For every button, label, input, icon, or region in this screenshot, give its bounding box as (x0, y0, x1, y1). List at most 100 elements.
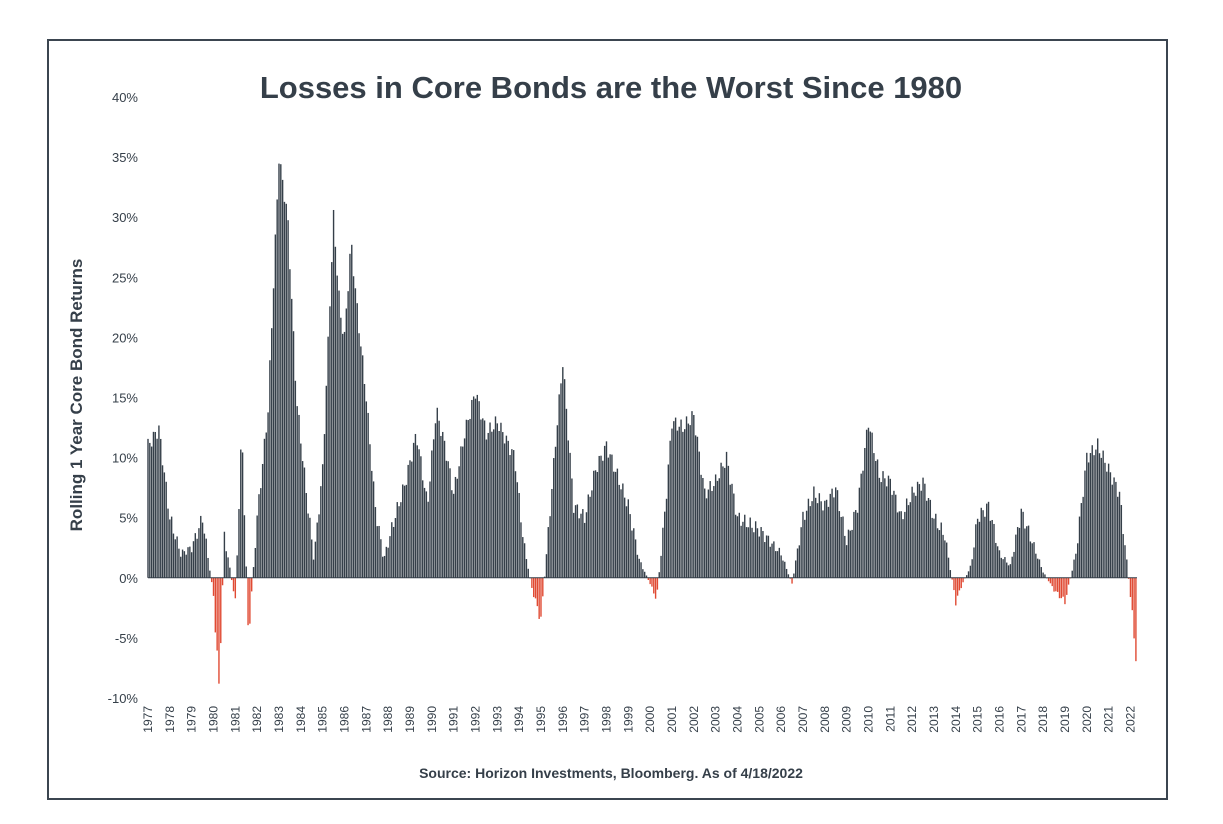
bar-negative (960, 577, 962, 589)
x-tick-label: 1994 (512, 706, 526, 733)
x-tick-label: 2012 (905, 706, 919, 733)
bar-positive (209, 570, 211, 578)
x-tick-label: 1993 (490, 706, 504, 733)
bar-positive (984, 516, 986, 578)
bar-positive (321, 464, 324, 578)
bar-negative (536, 577, 539, 607)
bar-positive (338, 290, 340, 578)
x-tick-label: 1987 (359, 706, 373, 733)
bar-positive (440, 435, 442, 578)
bar-positive (1018, 527, 1021, 578)
x-tick-label: 1996 (556, 706, 570, 733)
bar-positive (223, 531, 226, 578)
bar-positive (1120, 505, 1123, 578)
bar-positive (862, 470, 864, 578)
bar-positive (733, 493, 735, 578)
x-tick-label: 2004 (730, 706, 744, 733)
bar-positive (361, 355, 364, 578)
bar-positive (485, 439, 488, 578)
bar-negative (791, 577, 793, 584)
bar-positive (152, 431, 155, 578)
bar-positive (975, 524, 977, 578)
x-tick-label: 2013 (927, 706, 941, 733)
bar-positive (1076, 543, 1079, 578)
x-tick-label: 2008 (818, 706, 832, 733)
x-tick-label: 1981 (228, 706, 242, 733)
chart-frame (47, 39, 1168, 800)
bar-positive (640, 562, 642, 578)
bar-positive (165, 481, 167, 578)
y-tick-label: 35% (112, 150, 138, 165)
bar-positive (271, 328, 273, 578)
bar-positive (818, 493, 821, 578)
bar-positive (425, 491, 428, 578)
bar-positive (853, 511, 855, 578)
bar-positive (578, 518, 580, 578)
bar-positive (489, 422, 491, 578)
bar-positive (187, 547, 189, 578)
bar-positive (705, 498, 708, 578)
bar-positive (442, 431, 444, 578)
bar-positive (1040, 567, 1042, 578)
bar-positive (918, 484, 921, 578)
bar-positive (891, 494, 893, 578)
bar-positive (1080, 503, 1083, 578)
bar-positive (636, 554, 639, 578)
bar-positive (400, 502, 402, 578)
bar-positive (622, 483, 624, 578)
bar-negative (210, 577, 213, 583)
bar-positive (429, 481, 431, 578)
bar-positive (1007, 565, 1010, 578)
bar-positive (696, 436, 699, 578)
bar-positive (356, 303, 358, 578)
bar-positive (447, 461, 449, 578)
bar-positive (920, 490, 922, 578)
bar-positive (982, 510, 984, 578)
bar-positive (427, 501, 429, 578)
x-tick-label: 1990 (425, 706, 439, 733)
bar-positive (496, 423, 499, 578)
bar-positive (1016, 527, 1019, 578)
bar-positive (502, 432, 504, 578)
bar-positive (966, 575, 968, 578)
x-tick-label: 1999 (621, 706, 635, 733)
x-tick-label: 1980 (206, 706, 220, 733)
bar-positive (924, 483, 926, 578)
bar-positive (1117, 496, 1119, 578)
bar-positive (643, 571, 646, 578)
bar-positive (869, 431, 871, 578)
x-tick-label: 2006 (774, 706, 788, 733)
bar-positive (469, 418, 471, 578)
bar-positive (518, 493, 520, 578)
bar-positive (303, 467, 306, 578)
bar-positive (878, 477, 881, 578)
bar-positive (611, 454, 613, 578)
bar-positive (587, 494, 589, 578)
bar-positive (396, 502, 398, 578)
bar-positive (494, 416, 497, 578)
bar-positive (800, 527, 802, 578)
bar-positive (411, 461, 413, 578)
bar-positive (207, 557, 209, 578)
y-tick-label: 15% (112, 391, 138, 406)
bar-positive (991, 519, 993, 578)
bar-negative (654, 577, 657, 599)
bar-positive (312, 559, 315, 578)
bar-positive (740, 525, 742, 578)
bar-positive (667, 464, 670, 578)
bar-positive (456, 478, 458, 578)
bar-positive (591, 490, 593, 578)
bar-positive (389, 536, 391, 578)
bar-positive (885, 486, 888, 578)
bar-positive (1026, 526, 1028, 578)
bar-positive (844, 535, 846, 578)
bar-positive (935, 513, 937, 578)
x-tick-label: 1998 (599, 706, 613, 733)
bar-negative (1131, 577, 1133, 611)
bar-positive (407, 464, 409, 578)
bar-positive (382, 556, 384, 578)
bar-positive (371, 470, 373, 578)
bar-positive (245, 566, 247, 578)
bar-positive (1089, 453, 1092, 578)
bar-negative (1066, 577, 1068, 595)
